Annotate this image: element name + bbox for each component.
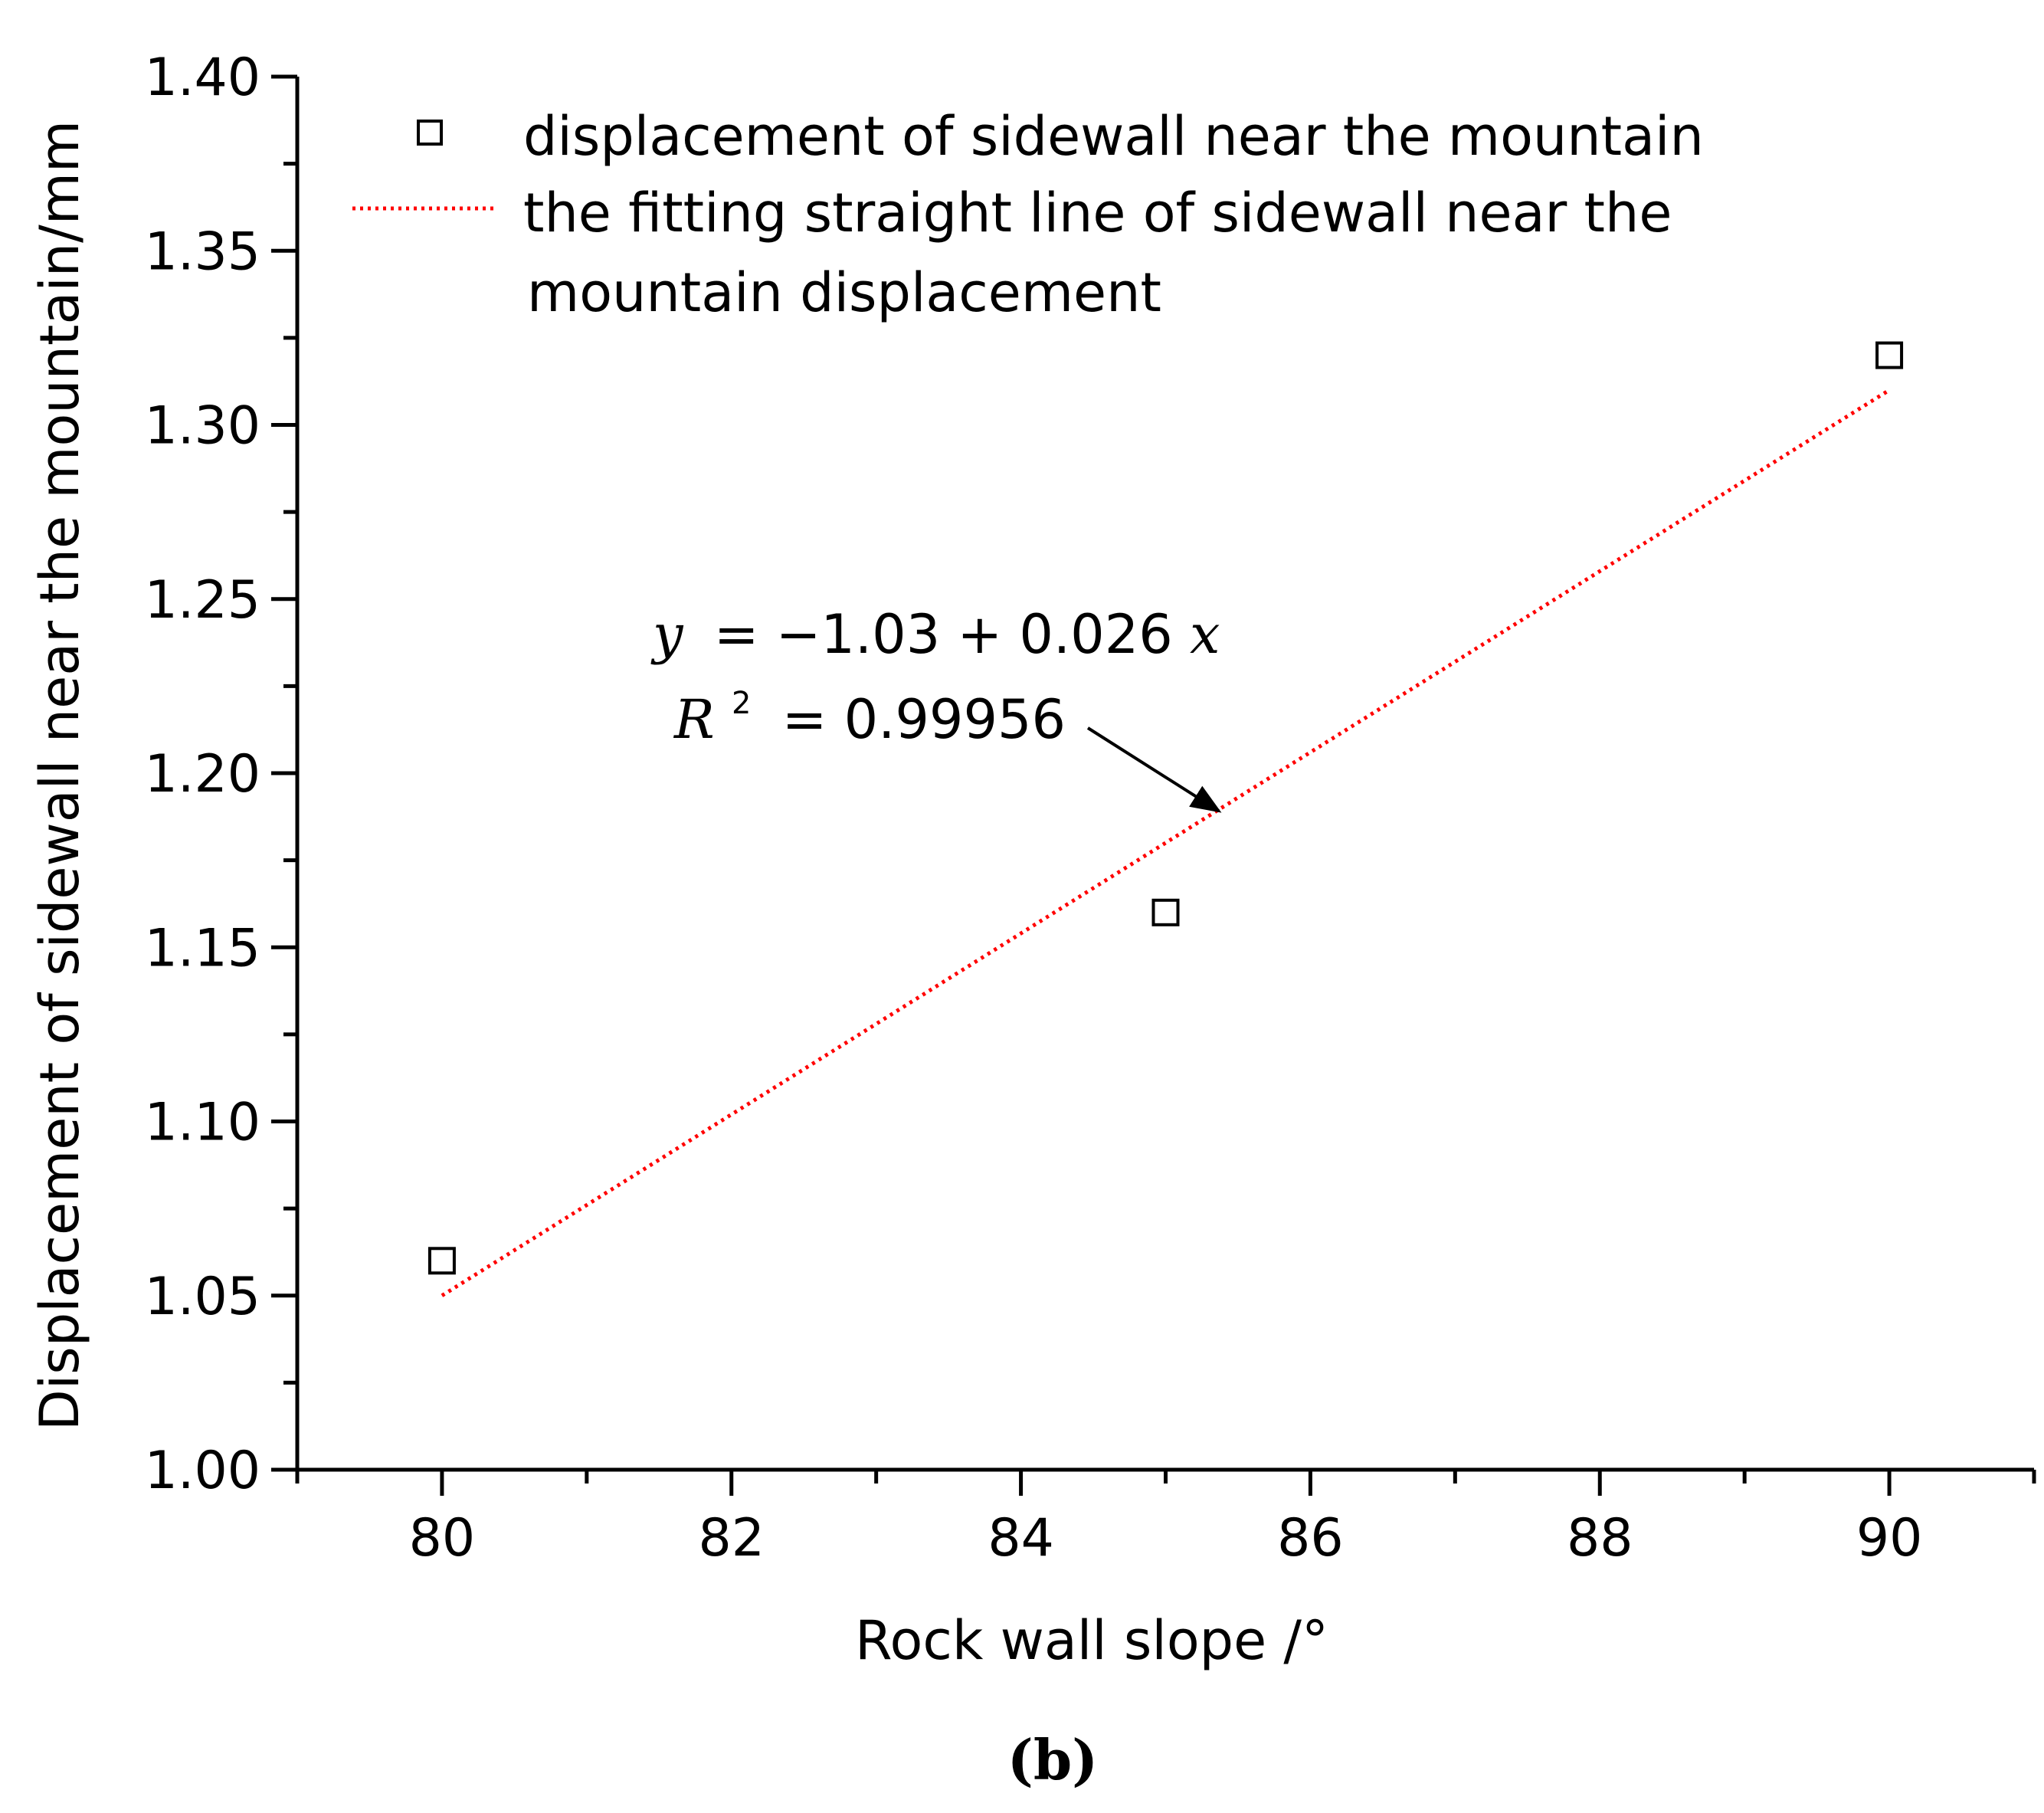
x-tick-label: 82	[698, 1508, 765, 1569]
y-tick-label: 1.15	[145, 918, 260, 979]
fit-line-layer	[441, 388, 1891, 1297]
legend: displacement of sidewall near the mounta…	[352, 105, 1704, 324]
x-tick-label: 88	[1567, 1508, 1633, 1569]
y-tick-label: 1.25	[145, 570, 260, 631]
x-tick-label: 84	[988, 1508, 1054, 1569]
points-layer	[427, 341, 1904, 1275]
fit-equation-annotation: y = −1.03 + 0.026 x R 2 = 0.99956	[650, 603, 1222, 813]
data-point	[427, 1247, 456, 1275]
data-point	[1151, 898, 1180, 926]
x-axis-ticks: 80 82 84 86 88 90	[295, 1470, 2036, 1569]
y-tick-label: 1.00	[145, 1441, 260, 1501]
y-tick-label: 1.10	[145, 1093, 260, 1153]
y-axis-ticks: 1.00 1.05 1.10 1.15 1.20 1.25 1.30 1.35 1.40	[145, 48, 297, 1501]
y-tick-label: 1.20	[145, 744, 260, 805]
legend-label-scatter: displacement of sidewall near the mounta…	[523, 105, 1704, 168]
y-tick-label: 1.30	[145, 396, 260, 457]
x-tick-label: 80	[409, 1508, 476, 1569]
equation-text: y = −1.03 + 0.026 x	[650, 603, 1220, 666]
figure-caption: (b)	[1007, 1727, 1098, 1792]
legend-marker-square	[417, 120, 443, 146]
x-axis-title: Rock wall slope /°	[855, 1609, 1328, 1672]
y-tick-label: 1.40	[145, 48, 260, 108]
y-axis-title: Displacement of sidewall near the mounta…	[28, 120, 91, 1431]
annotation-arrow	[1086, 726, 1222, 813]
legend-label-fit-line-1: the fitting straight line of sidewall ne…	[523, 182, 1672, 244]
r-squared-text: R 2 = 0.99956	[673, 664, 1066, 751]
fit-line	[441, 388, 1891, 1297]
y-tick-label: 1.05	[145, 1267, 260, 1327]
x-tick-label: 86	[1277, 1508, 1344, 1569]
x-tick-label: 90	[1856, 1508, 1923, 1569]
legend-label-fit-line-2: mountain displacement	[527, 261, 1161, 324]
y-tick-label: 1.35	[145, 221, 260, 282]
data-point	[1875, 341, 1904, 369]
